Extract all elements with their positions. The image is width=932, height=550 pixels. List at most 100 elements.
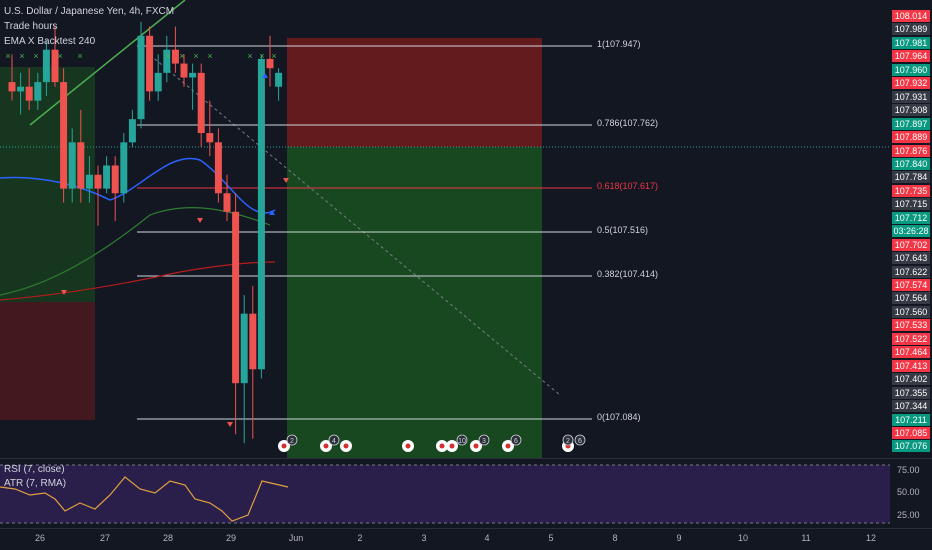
time-axis[interactable] xyxy=(0,529,890,550)
event-count-text: 6 xyxy=(578,438,582,445)
economic-event-icon xyxy=(405,443,411,449)
price-scale-label: 107.355 xyxy=(892,386,930,399)
price-scale-label: 107.712 xyxy=(892,211,930,224)
time-scale-label: 4 xyxy=(484,533,490,543)
buy-arrow-marker xyxy=(269,210,275,215)
buy-arrow-marker xyxy=(262,73,268,78)
candle-body xyxy=(60,82,68,189)
candle-body xyxy=(17,86,25,92)
price-scale-label: 107.522 xyxy=(892,332,930,345)
sell-arrow-marker xyxy=(61,290,67,295)
candle-body xyxy=(266,58,274,69)
candle-body xyxy=(189,72,197,78)
event-count-text: 3 xyxy=(482,438,486,445)
time-scale-label: 29 xyxy=(225,533,237,543)
candle-body xyxy=(154,72,162,92)
price-axis[interactable]: 108.014 107.989 107.981 107.964 107.960 107.9… xyxy=(890,0,932,458)
candle-body xyxy=(137,35,145,120)
signal-x-marker: × xyxy=(19,51,24,61)
price-scale-label: 107.784 xyxy=(892,171,930,184)
event-count-badge xyxy=(562,434,574,446)
economic-event-icon xyxy=(343,443,349,449)
time-scale-label: 27 xyxy=(99,533,111,543)
price-scale-label: 03:26:28 xyxy=(892,225,930,238)
symbol-title[interactable]: U.S. Dollar / Japanese Yen, 4h, FXCM xyxy=(4,6,175,17)
indicator-rsi[interactable]: RSI (7, close) xyxy=(4,464,65,475)
chart-legend: U.S. Dollar / Japanese Yen, 4h, FXCM Tra… xyxy=(4,4,174,49)
candle-body xyxy=(232,211,240,384)
price-scale-label: 107.931 xyxy=(892,90,930,103)
price-scale-label: 107.908 xyxy=(892,104,930,117)
candle-body xyxy=(206,133,214,143)
indicator-trade-hours[interactable]: Trade hours xyxy=(4,21,58,32)
price-scale-label: 107.464 xyxy=(892,346,930,359)
price-scale-label: 107.643 xyxy=(892,252,930,265)
rsi-axis[interactable]: 75.00 50.00 25.00 xyxy=(890,459,932,528)
price-scale-label: 107.735 xyxy=(892,184,930,197)
candle-body xyxy=(180,63,188,78)
time-scale-label: Jun xyxy=(288,533,304,543)
signal-x-marker: × xyxy=(207,51,212,61)
price-scale-label: 107.402 xyxy=(892,373,930,386)
price-chart[interactable]: × × × × × × × × × × × × 2 4 10 3 6 2 6 xyxy=(0,0,890,458)
event-count-text: 6 xyxy=(514,438,518,445)
fib-level-label: 0.618(107.617) xyxy=(597,181,659,191)
price-scale-label: 107.085 xyxy=(892,426,930,439)
signal-x-marker: × xyxy=(33,51,38,61)
signal-x-marker: × xyxy=(259,51,264,61)
candle-body xyxy=(120,142,128,194)
time-scale-label: 3 xyxy=(421,533,427,543)
time-axis-divider xyxy=(0,528,932,529)
ema-slow-line xyxy=(0,261,276,301)
trend-line-dashed xyxy=(149,54,561,396)
fib-level-label: 0(107.084) xyxy=(597,412,641,422)
signal-x-marker: × xyxy=(179,51,184,61)
price-scale-label: 107.981 xyxy=(892,36,930,49)
pane-divider[interactable] xyxy=(0,458,932,459)
time-scale-label: 28 xyxy=(162,533,174,543)
economic-event-icon xyxy=(505,443,511,449)
candle-body xyxy=(42,49,50,83)
candle-body xyxy=(94,174,102,189)
price-scale-label: 107.533 xyxy=(892,319,930,332)
rsi-scale-label: 75.00 xyxy=(897,465,920,475)
rsi-pane[interactable] xyxy=(0,459,890,528)
time-scale-label: 8 xyxy=(612,533,618,543)
fib-level-label: 0.5(107.516) xyxy=(597,225,649,235)
indicator-ema-backtest[interactable]: EMA X Backtest 240 xyxy=(4,36,96,47)
event-count-badge xyxy=(286,434,298,446)
candle-body xyxy=(240,313,248,384)
price-scale-label: 107.344 xyxy=(892,400,930,413)
signal-x-marker: × xyxy=(5,51,10,61)
price-scale-label: 107.702 xyxy=(892,238,930,251)
candle-body xyxy=(85,174,93,189)
price-scale-label: 107.211 xyxy=(892,413,930,426)
signal-x-marker: × xyxy=(193,51,198,61)
rsi-scale-label: 25.00 xyxy=(897,510,920,520)
price-scale-label: 107.564 xyxy=(892,292,930,305)
economic-event-icon xyxy=(323,443,329,449)
economic-event-icon xyxy=(439,443,445,449)
price-scale-label: 107.964 xyxy=(892,50,930,63)
time-scale-label: 9 xyxy=(676,533,682,543)
event-count-text: 2 xyxy=(566,438,570,445)
candle-body xyxy=(77,142,85,189)
signal-x-marker: × xyxy=(77,51,82,61)
event-count-badge xyxy=(328,434,340,446)
candle-body xyxy=(8,82,16,92)
indicator-atr[interactable]: ATR (7, RMA) xyxy=(4,478,67,489)
price-scale-label: 107.574 xyxy=(892,279,930,291)
economic-event-icon xyxy=(473,443,479,449)
candle-body xyxy=(146,35,154,92)
sell-arrow-marker xyxy=(197,218,203,223)
event-count-text: 2 xyxy=(290,438,294,445)
time-scale-label: 12 xyxy=(865,533,877,543)
event-count-badge xyxy=(456,434,468,446)
candle-body xyxy=(51,49,59,83)
economic-event-icon xyxy=(281,443,287,449)
price-scale-label: 108.014 xyxy=(892,10,930,22)
candle-body xyxy=(68,142,76,189)
candle-body xyxy=(25,86,33,101)
atr-line xyxy=(0,476,289,522)
time-scale-label: 10 xyxy=(737,533,749,543)
